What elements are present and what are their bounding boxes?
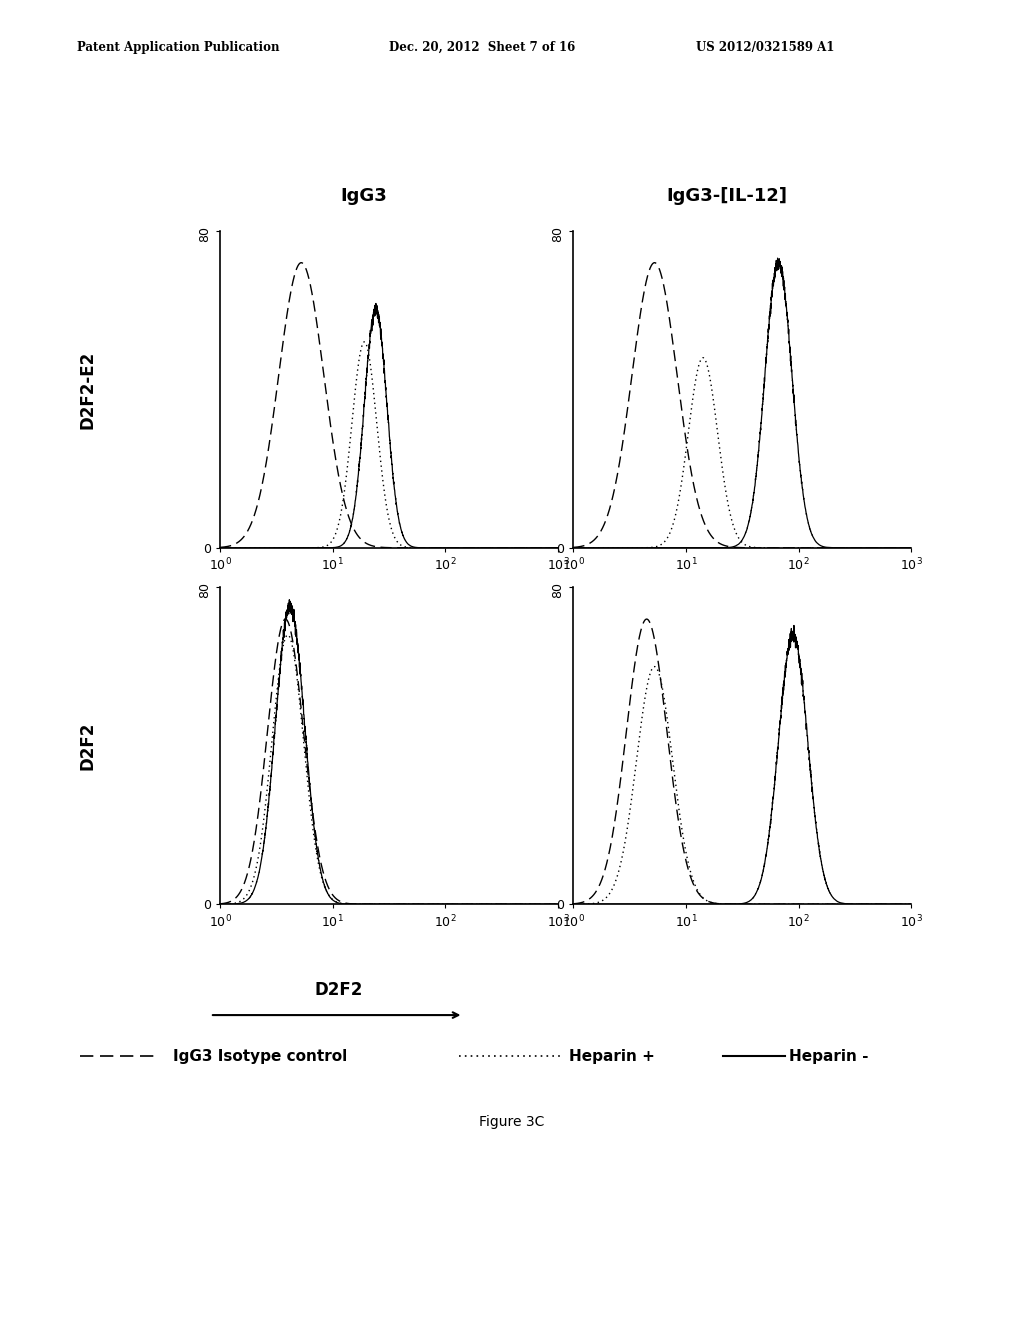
Text: IgG3: IgG3: [340, 186, 387, 205]
Text: Dec. 20, 2012  Sheet 7 of 16: Dec. 20, 2012 Sheet 7 of 16: [389, 41, 575, 54]
Text: Heparin -: Heparin -: [790, 1048, 869, 1064]
Text: IgG3-[IL-12]: IgG3-[IL-12]: [667, 186, 787, 205]
Text: Figure 3C: Figure 3C: [479, 1115, 545, 1130]
Text: IgG3 Isotype control: IgG3 Isotype control: [173, 1048, 347, 1064]
Text: D2F2: D2F2: [314, 981, 362, 999]
Text: D2F2: D2F2: [78, 722, 96, 770]
Text: Patent Application Publication: Patent Application Publication: [77, 41, 280, 54]
Text: Heparin +: Heparin +: [569, 1048, 655, 1064]
Text: US 2012/0321589 A1: US 2012/0321589 A1: [696, 41, 835, 54]
Text: D2F2-E2: D2F2-E2: [78, 350, 96, 429]
